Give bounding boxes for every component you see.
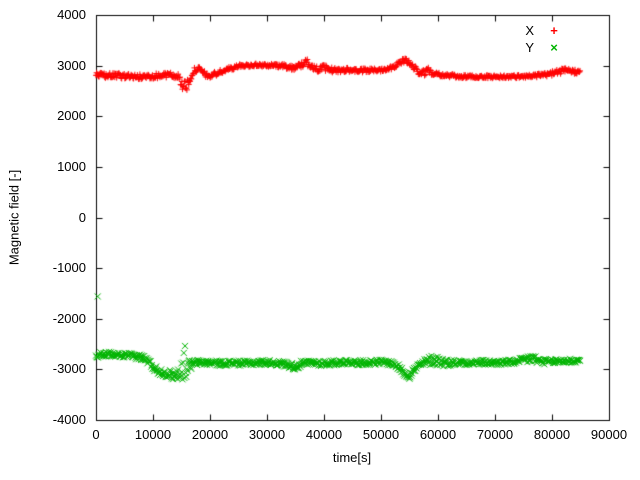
y-tick-label: -4000	[52, 412, 86, 427]
y-tick-label: -3000	[52, 361, 86, 377]
x-tick-label: 20000	[191, 427, 229, 442]
cross-marker-icon: ×	[550, 40, 558, 55]
x-tick-label: 30000	[248, 427, 286, 442]
x-tick-label: 10000	[134, 427, 172, 442]
y-tick-label: -2000	[52, 310, 86, 326]
x-tick-label: 40000	[305, 427, 343, 442]
y-tick-label: 1000	[57, 158, 86, 174]
x-axis-title: time[s]	[332, 450, 372, 465]
y-tick-label: 2000	[57, 108, 86, 124]
y-tick-label: -1000	[52, 260, 86, 276]
x-tick-label: 60000	[419, 427, 457, 442]
x-tick-label: 90000	[590, 427, 628, 442]
x-tick-label: 70000	[476, 427, 514, 442]
legend-label-x: X	[525, 23, 534, 38]
x-tick-label: 50000	[362, 427, 400, 442]
legend: X + Y ×	[462, 22, 574, 56]
y-tick-label: 0	[78, 209, 86, 225]
legend-entry-y: Y ×	[462, 39, 574, 56]
x-tick-label: 0	[92, 427, 100, 442]
plus-marker-icon: +	[550, 23, 558, 38]
y-tick-label: 3000	[57, 57, 86, 73]
y-tick-label: 4000	[57, 7, 86, 22]
legend-label-y: Y	[525, 40, 534, 55]
legend-entry-x: X +	[462, 22, 574, 39]
x-tick-label: 80000	[533, 427, 571, 442]
